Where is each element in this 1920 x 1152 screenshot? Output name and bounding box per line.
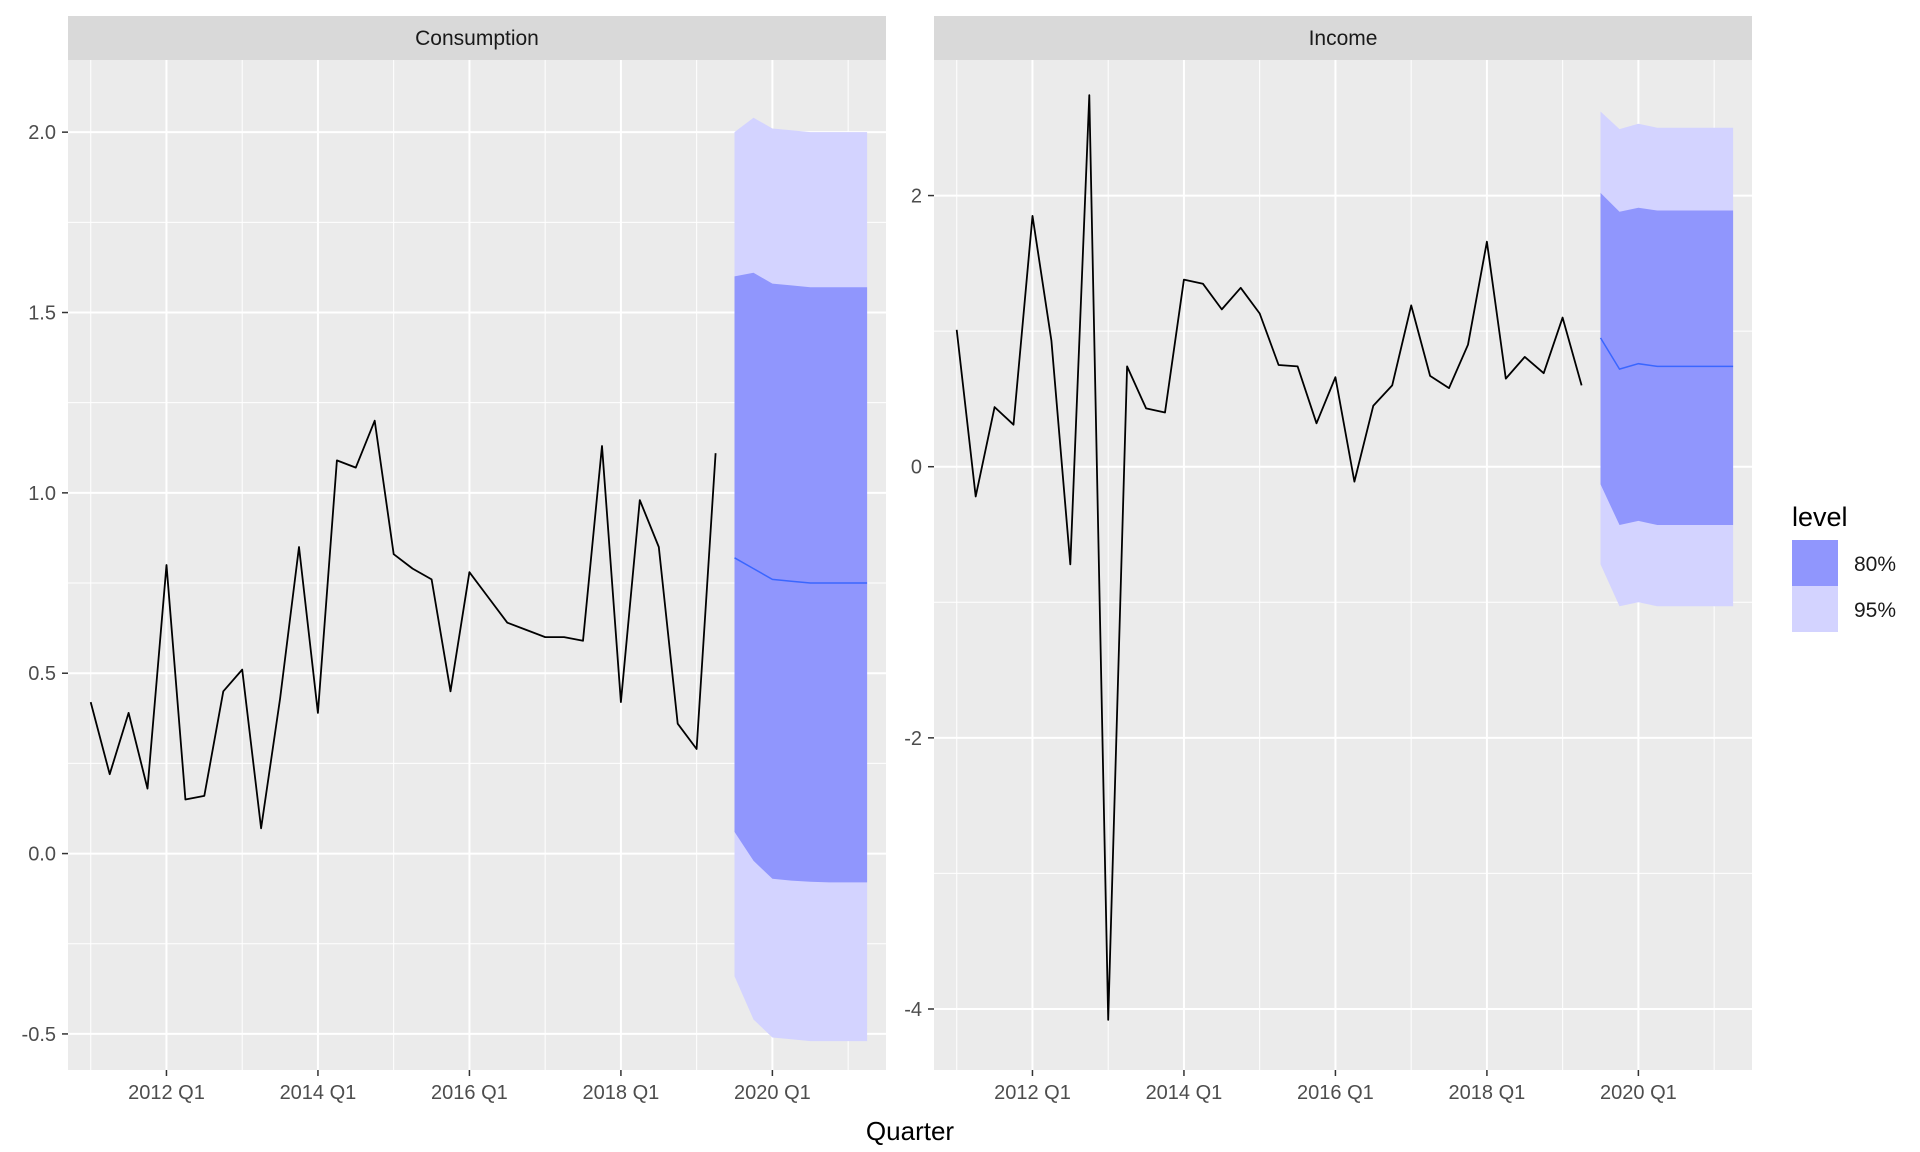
y-tick-label: 0.5 [28,663,56,685]
y-tick-label: 0.0 [28,844,56,866]
legend-label: 95% [1854,599,1896,622]
x-tick-label: 2016 Q1 [431,1082,508,1104]
x-tick-label: 2012 Q1 [994,1082,1071,1104]
y-tick-label: -0.5 [22,1024,56,1046]
forecast-interval-80 [734,272,868,883]
x-tick-label: 2016 Q1 [1297,1082,1374,1104]
y-tick-label: -4 [904,999,922,1021]
facet-title: Income [1309,27,1378,50]
x-tick-label: 2020 Q1 [734,1082,811,1104]
facet-strip-1 [934,16,1752,60]
legend-key-80 [1792,540,1838,586]
y-tick-label: 2.0 [28,122,56,144]
forecast-interval-80 [1600,192,1734,525]
y-tick-label: 1.5 [28,303,56,325]
y-tick-label: 0 [911,457,922,479]
legend-key-95 [1792,586,1838,632]
y-tick-label: 1.0 [28,483,56,505]
facet-title: Consumption [415,27,539,50]
history-line [89,419,717,830]
x-tick-label: 2014 Q1 [1146,1082,1223,1104]
facet-strip-0 [68,16,886,60]
x-tick-label: 2020 Q1 [1600,1082,1677,1104]
x-tick-label: 2018 Q1 [583,1082,660,1104]
y-tick-label: 2 [911,186,922,208]
legend-label: 80% [1854,553,1896,576]
forecast-mean-line [1599,337,1734,370]
legend-title: level [1792,502,1848,532]
x-axis-title: Quarter [866,1116,954,1146]
x-tick-label: 2018 Q1 [1449,1082,1526,1104]
y-tick-label: -2 [904,728,922,750]
forecast-mean-line [734,557,868,584]
history-line [955,94,1583,1021]
x-tick-label: 2012 Q1 [128,1082,205,1104]
x-tick-label: 2014 Q1 [280,1082,357,1104]
